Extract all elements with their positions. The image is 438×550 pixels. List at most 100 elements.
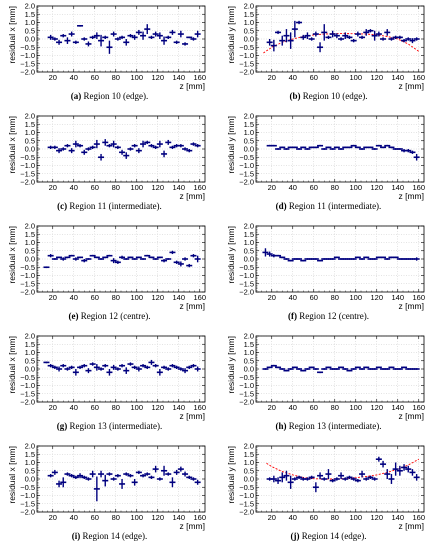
data-point [396, 368, 403, 370]
y-tick-label: −1.0 [239, 381, 254, 390]
data-point [77, 473, 84, 479]
x-tick-label: 20 [49, 403, 57, 412]
data-point [182, 471, 189, 477]
data-point [186, 475, 193, 479]
data-point [148, 359, 155, 365]
data-point [333, 33, 340, 39]
y-axis-label: residual y [mm] [226, 336, 236, 394]
caption-text: Region 11 (intermediate). [288, 201, 382, 211]
caption-text: Region 12 (centre). [80, 311, 151, 321]
x-tick-label: 20 [49, 513, 57, 522]
chart-panel-j: −2.0−1.5−1.0−0.50.00.51.01.52.0 20 40 60 80 1… [226, 442, 425, 531]
data-point [72, 369, 79, 376]
data-point [371, 148, 378, 150]
x-tick-label: 140 [391, 403, 404, 412]
data-point [89, 35, 96, 39]
data-point [169, 364, 176, 368]
data-point [312, 31, 319, 37]
data-point [333, 477, 340, 481]
data-point [359, 258, 366, 260]
y-axis-label: residual x [mm] [7, 336, 17, 394]
data-point [161, 465, 168, 476]
data-point [194, 479, 201, 485]
data-point [68, 365, 75, 369]
data-point [300, 259, 307, 262]
fit-curve [266, 458, 420, 480]
data-point [135, 148, 142, 154]
y-tick-label: 0.5 [25, 466, 35, 475]
data-point [190, 477, 197, 481]
data-point [68, 148, 75, 154]
data-point [275, 366, 282, 369]
data-point [375, 366, 382, 369]
y-tick-label: 1.0 [25, 458, 35, 467]
data-point [375, 456, 382, 462]
x-tick-label: 120 [370, 293, 383, 302]
plot-frame [36, 335, 206, 403]
data-point [140, 258, 147, 260]
data-point [384, 29, 391, 36]
x-tick-label: 140 [391, 513, 404, 522]
data-point [106, 254, 113, 257]
data-point [190, 254, 197, 258]
chart-panel-h: −2.0−1.5−1.0−0.50.00.51.01.52.0 20 40 60 80 1… [226, 332, 425, 421]
data-point [380, 256, 387, 259]
data-point [81, 364, 88, 368]
data-point [350, 368, 357, 370]
data-point [409, 150, 416, 154]
data-point [186, 149, 193, 153]
figure-caption: (e) Region 12 (centre). [0, 311, 219, 321]
data-point [321, 24, 328, 41]
data-point [346, 35, 353, 39]
chart-panel-g: −2.0−1.5−1.0−0.50.00.51.01.52.0 20 40 60 80 1… [7, 332, 206, 421]
data-point [119, 479, 126, 489]
data-point [279, 472, 286, 483]
caption-label: (e) [68, 311, 79, 321]
y-tick-label: −1.5 [239, 169, 254, 178]
y-tick-label: 2.0 [244, 222, 254, 231]
y-tick-label: −2.0 [239, 178, 254, 187]
data-point [317, 472, 324, 479]
data-point [161, 36, 168, 45]
y-tick-label: 1.5 [25, 340, 35, 349]
data-point [77, 24, 84, 27]
y-tick-label: 0.0 [25, 145, 35, 154]
y-tick-label: 2.0 [25, 112, 35, 121]
y-axis-label: residual x [mm] [7, 6, 17, 64]
data-point [190, 142, 197, 146]
data-point [186, 36, 193, 39]
x-tick-label: 160 [412, 183, 425, 192]
data-point [312, 146, 319, 149]
data-point [354, 146, 361, 149]
data-point [266, 251, 273, 257]
plot-frame [255, 5, 425, 73]
y-tick-label: 0.5 [244, 26, 254, 35]
data-point [102, 139, 109, 146]
data-point [102, 364, 109, 368]
data-point [123, 258, 130, 260]
data-point [300, 146, 307, 149]
y-tick-label: −2.0 [239, 288, 254, 297]
x-tick-label: 120 [370, 403, 383, 412]
x-axis-label: z [mm] [399, 81, 425, 91]
data-point [363, 256, 370, 259]
data-point [308, 475, 315, 479]
x-tick-label: 120 [151, 73, 164, 82]
caption-text: Region 12 (centre). [299, 311, 369, 321]
data-point [338, 366, 345, 369]
figure-caption: (c) Region 11 (intermediate). [0, 201, 219, 211]
data-point [64, 256, 71, 259]
data-point [325, 469, 332, 479]
data-point [144, 365, 151, 369]
data-point [380, 37, 387, 41]
data-point [396, 465, 403, 476]
data-point [304, 477, 311, 481]
data-point [270, 144, 277, 147]
data-point [409, 469, 416, 476]
data-point [127, 34, 134, 38]
x-tick-label: 140 [391, 293, 404, 302]
data-point [266, 39, 273, 46]
y-tick-label: −1.0 [20, 381, 35, 390]
caption-label: (b) [289, 91, 301, 101]
figure-caption: (d) Region 11 (intermediate). [219, 201, 438, 211]
